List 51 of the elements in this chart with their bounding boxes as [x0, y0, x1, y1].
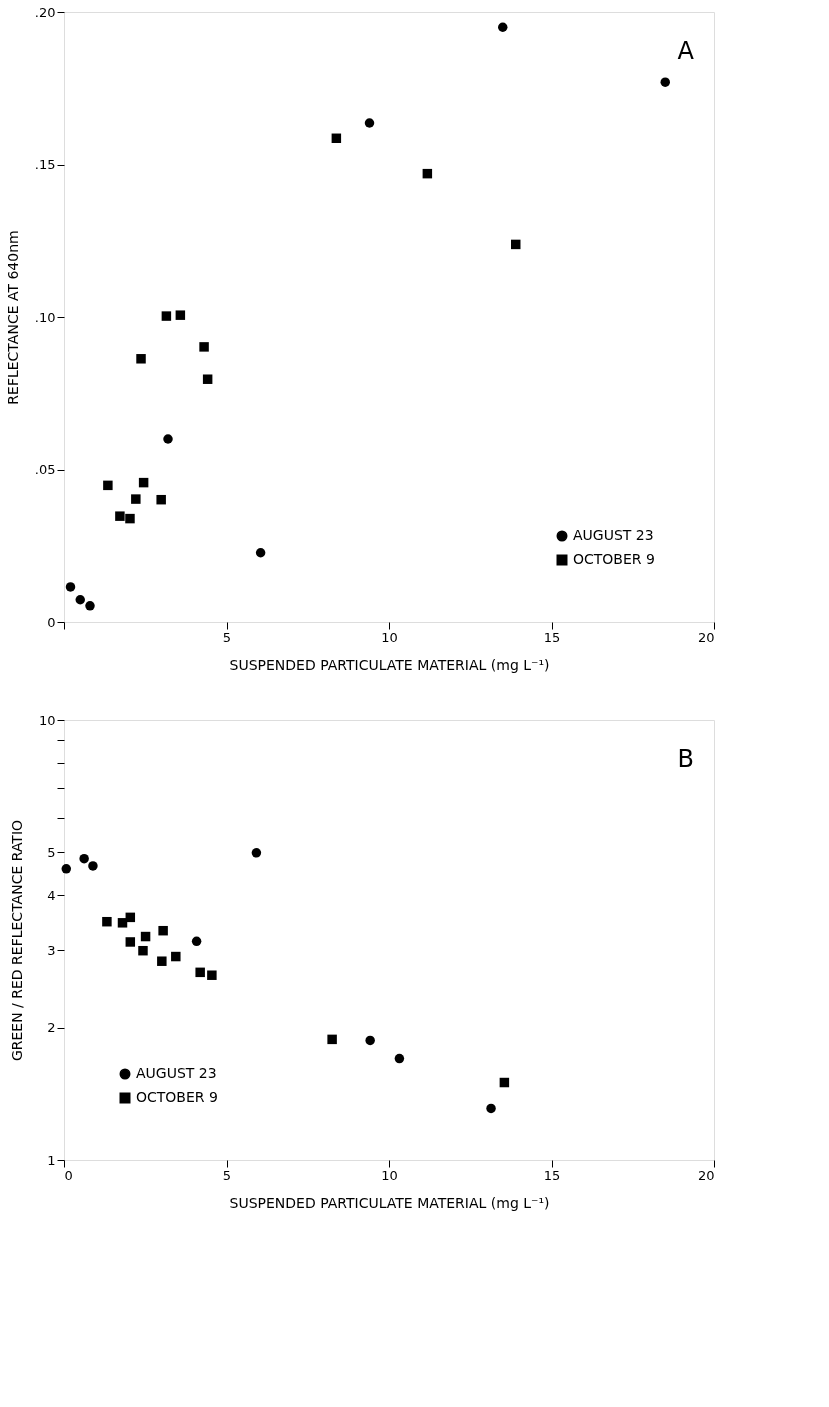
y-tick-label: 1 [47, 1152, 56, 1168]
x-tick-label: 0 [64, 1167, 73, 1183]
point [191, 936, 202, 947]
legend-label: AUGUST 23 [573, 527, 654, 543]
x-tick-label: 20 [697, 629, 715, 645]
legend-label: OCTOBER 9 [136, 1089, 218, 1105]
legend-label: OCTOBER 9 [573, 551, 655, 567]
x-axis-title: SUSPENDED PARTICULATE MATERIAL (mg L⁻¹) [229, 656, 550, 673]
point [125, 937, 136, 947]
point [79, 853, 89, 864]
x-axis-title: SUSPENDED PARTICULATE MATERIAL (mg L⁻¹) [229, 1194, 550, 1211]
y-axis-title: GREEN / RED REFLECTANCE RATIO [8, 819, 25, 1062]
annotation: B [677, 745, 694, 773]
point [207, 970, 217, 980]
point [88, 861, 98, 871]
point [499, 1077, 510, 1088]
point [117, 918, 128, 928]
point [157, 956, 167, 966]
point [365, 1035, 375, 1046]
point [138, 945, 148, 956]
point [158, 925, 168, 936]
y-tick-label: .05 [34, 462, 56, 477]
y-tick-label: .20 [34, 4, 56, 20]
x-tick-label: 20 [697, 1167, 715, 1183]
x-tick-label: 10 [381, 1167, 398, 1183]
y-tick-label: 0 [47, 614, 56, 630]
x-tick-label: 5 [222, 629, 232, 645]
point [327, 1034, 337, 1045]
y-tick-label: 10 [38, 712, 56, 728]
x-tick-label: 15 [543, 629, 561, 645]
annotation: A [677, 37, 695, 65]
point [140, 931, 151, 942]
legend-label: AUGUST 23 [136, 1065, 217, 1081]
point [102, 916, 112, 927]
point [486, 1103, 496, 1114]
x-tick-label: 15 [543, 1167, 561, 1183]
point [251, 848, 262, 858]
y-axis-title: REFLECTANCE AT 640nm [4, 230, 21, 405]
point [394, 1053, 405, 1064]
y-tick-label: .10 [34, 309, 56, 325]
y-tick-label: 3 [47, 942, 56, 958]
y-tick-label: 5 [47, 844, 56, 860]
point [125, 912, 136, 923]
y-tick-label: 2 [47, 1020, 56, 1036]
y-tick-label: 4 [47, 887, 56, 903]
y-tick-label: .15 [34, 157, 56, 172]
x-tick-label: 5 [222, 1167, 232, 1183]
x-tick-label: 10 [381, 629, 398, 645]
point [61, 864, 72, 874]
point [195, 967, 205, 978]
point [171, 951, 181, 962]
